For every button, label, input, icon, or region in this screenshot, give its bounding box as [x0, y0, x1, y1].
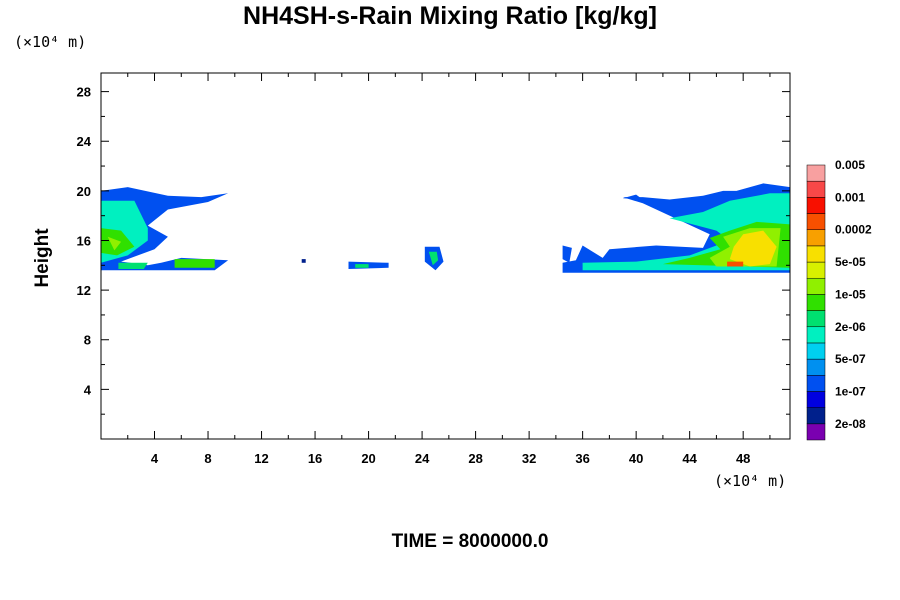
x-tick-label-10: 44: [682, 451, 697, 466]
chart-title: NH4SH-s-Rain Mixing Ratio [kg/kg]: [243, 2, 657, 30]
contour-region-5: [174, 259, 215, 268]
colorbar-swatch-8: [806, 294, 826, 311]
x-tick-label-7: 32: [522, 451, 536, 466]
contour-region-10: [301, 259, 306, 263]
colorbar-swatch-2: [806, 391, 826, 408]
x-tick-label-1: 8: [204, 451, 211, 466]
y-tick-label-1: 8: [84, 333, 91, 348]
x-tick-label-5: 24: [415, 451, 430, 466]
colorbar-swatch-16: [806, 164, 826, 182]
contour-region-3: [107, 236, 122, 251]
y-tick-label-2: 12: [77, 283, 91, 298]
contour-region-9: [428, 251, 439, 266]
colorbar-label-3: 2e-06: [835, 320, 866, 334]
x-tick-label-4: 20: [361, 451, 375, 466]
x-axis-unit: (×10⁴ m): [714, 472, 787, 490]
colorbar-swatch-15: [806, 180, 826, 198]
colorbar-swatch-12: [806, 229, 826, 247]
colorbar-swatch-11: [806, 245, 826, 263]
y-tick-label-3: 16: [77, 233, 91, 248]
colorbar: 2e-08 1e-07 5e-07 2e-06 1e-05 5e-05 0.0002 0.00…: [806, 158, 872, 441]
contour-region-18: [622, 194, 643, 200]
x-tick-label-0: 4: [151, 451, 159, 466]
colorbar-label-6: 0.0002: [835, 223, 872, 237]
x-tick-label-9: 40: [629, 451, 643, 466]
colorbar-swatch-13: [806, 213, 826, 230]
colorbar-swatch-10: [806, 261, 826, 279]
colorbar-label-4: 1e-05: [835, 287, 866, 301]
contour-region-7: [355, 264, 369, 268]
contour-region-11: [562, 245, 572, 263]
colorbar-label-2: 5e-07: [835, 352, 866, 366]
y-tick-label-6: 28: [77, 85, 91, 100]
colorbar-swatch-1: [806, 407, 826, 425]
colorbar-swatch-9: [806, 277, 826, 295]
x-tick-label-2: 12: [254, 451, 268, 466]
colorbar-swatch-3: [806, 375, 826, 392]
contour-region-17: [727, 261, 744, 267]
colorbar-swatch-5: [806, 342, 826, 360]
colorbar-label-1: 1e-07: [835, 384, 866, 398]
y-tick-label-0: 4: [84, 382, 92, 397]
colorbar-swatch-4: [806, 358, 826, 376]
colorbar-swatch-6: [806, 326, 826, 344]
x-tick-label-11: 48: [736, 451, 750, 466]
y-tick-label-5: 24: [77, 134, 92, 149]
contour-regions: [101, 183, 790, 273]
time-footer: TIME = 8000000.0: [391, 531, 549, 552]
colorbar-label-7: 0.001: [835, 190, 865, 204]
x-tick-label-3: 16: [308, 451, 322, 466]
plot-frame: [100, 72, 791, 440]
y-tick-label-4: 20: [77, 184, 91, 199]
colorbar-swatch-0: [806, 423, 826, 441]
colorbar-swatch-14: [806, 197, 826, 214]
y-axis-unit: (×10⁴ m): [14, 33, 87, 51]
contour-region-4: [118, 262, 148, 269]
colorbar-label-0: 2e-08: [835, 417, 866, 431]
colorbar-swatch-7: [806, 310, 826, 328]
contour-region-16: [729, 230, 777, 267]
colorbar-label-5: 5e-05: [835, 255, 866, 269]
x-tick-label-8: 36: [575, 451, 589, 466]
x-tick-label-6: 28: [468, 451, 482, 466]
colorbar-label-8: 0.005: [835, 158, 865, 172]
